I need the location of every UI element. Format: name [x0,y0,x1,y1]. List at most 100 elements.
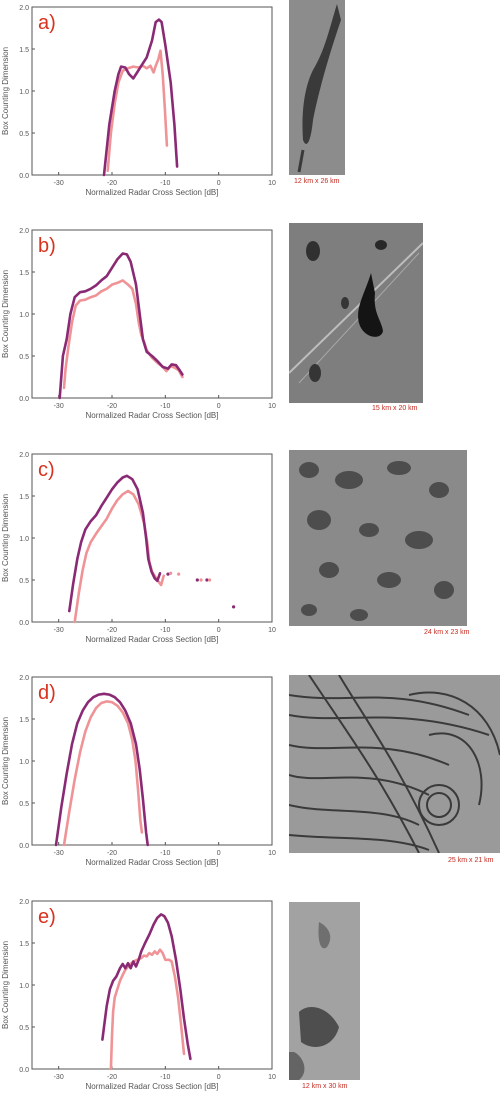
sar-image-c-graphic [289,450,467,626]
data-point [177,572,181,576]
y-tick-label: 0.5 [19,801,29,808]
chart-c: -30 -20 -10 0 10 0.0 0.5 1.0 1.5 2.0 Normalized Ra… [1,452,276,644]
panel-b: -30 -20 -10 0 10 0.0 0.5 1.0 1.5 2.0 Normalized Ra… [0,223,500,443]
y-tick-label: 2.0 [19,899,29,906]
chart-a: -30 -20 -10 0 10 0.0 0.5 1.0 1.5 2.0 Normalized Ra… [1,5,276,197]
y-axis-label: Box Counting Dimension [1,941,10,1029]
data-point [199,578,203,582]
y-tick-label: 0.5 [19,578,29,585]
y-tick-label: 1.0 [19,536,29,543]
series-line-dark [58,252,184,400]
image-caption-e: 12 km x 30 km [302,1083,348,1090]
plot-frame [31,453,273,623]
y-tick-label: 2.0 [19,452,29,459]
x-tick-label: 0 [217,627,221,634]
x-tick-label: -10 [160,850,170,857]
x-tick-label: 10 [268,180,276,187]
series-line-light [62,279,184,390]
y-tick-label: 1.0 [19,983,29,990]
y-axis-label: Box Counting Dimension [1,47,10,135]
y-tick-label: 0.5 [19,1025,29,1032]
x-axis-label: Normalized Radar Cross Section [dB] [86,635,219,644]
y-tick-label: 0.0 [19,396,29,403]
image-caption-b: 15 km x 20 km [372,405,418,412]
y-tick-label: 1.0 [19,759,29,766]
x-tick-label: -10 [160,403,170,410]
y-tick-label: 0.0 [19,173,29,180]
data-point [232,605,236,609]
chart-d: -30 -20 -10 0 10 0.0 0.5 1.0 1.5 2.0 Normalized Ra… [1,675,276,867]
data-point [195,578,199,582]
panel-a: -30 -20 -10 0 10 0.0 0.5 1.0 1.5 2.0 Normalized Ra… [0,0,500,220]
panel-label: a) [38,12,56,34]
x-tick-label: -20 [107,627,117,634]
panel-c: -30 -20 -10 0 10 0.0 0.5 1.0 1.5 2.0 Normalized Ra… [0,447,500,667]
series-line-dark [68,474,162,613]
plot-frame [31,229,273,399]
series-line-light [109,948,186,1071]
y-tick-label: 2.0 [19,5,29,12]
sar-image-a-graphic [289,0,345,175]
panel-label: d) [38,682,56,704]
data-point [169,571,173,575]
data-point [205,578,209,582]
y-tick-label: 2.0 [19,675,29,682]
y-tick-label: 0.5 [19,131,29,138]
x-tick-label: -30 [54,403,64,410]
sar-image-e [289,902,360,1080]
y-tick-label: 1.5 [19,47,29,54]
y-axis-label: Box Counting Dimension [1,494,10,582]
x-tick-label: -30 [54,180,64,187]
x-tick-label: -10 [160,180,170,187]
x-tick-label: 10 [268,627,276,634]
x-tick-label: -20 [107,180,117,187]
y-tick-label: 0.0 [19,843,29,850]
panel-label: c) [38,459,55,481]
panel-label: b) [38,235,56,257]
series-line-dark [101,913,192,1061]
sar-image-b [289,223,423,403]
image-caption-c: 24 km x 23 km [424,629,470,636]
y-tick-label: 1.0 [19,312,29,319]
data-point [208,578,212,582]
x-tick-label: -30 [54,1074,64,1081]
y-tick-label: 1.0 [19,89,29,96]
x-tick-label: -10 [160,627,170,634]
x-tick-label: 0 [217,403,221,410]
sar-image-d-graphic [289,675,500,853]
y-axis-label: Box Counting Dimension [1,717,10,805]
sar-image-b-graphic [289,223,423,403]
x-axis-label: Normalized Radar Cross Section [dB] [86,1082,219,1091]
x-tick-label: -30 [54,850,64,857]
x-axis-label: Normalized Radar Cross Section [dB] [86,411,219,420]
series-line-light [62,700,144,847]
x-tick-label: 0 [217,1074,221,1081]
x-axis-label: Normalized Radar Cross Section [dB] [86,858,219,867]
y-tick-label: 1.5 [19,494,29,501]
x-axis-label: Normalized Radar Cross Section [dB] [86,188,219,197]
x-tick-label: 10 [268,403,276,410]
series-line-dark [102,18,179,177]
y-tick-label: 1.5 [19,941,29,948]
series-line-dark [54,692,149,847]
chart-e: -30 -20 -10 0 10 0.0 0.5 1.0 1.5 2.0 Normalized Ra… [1,899,276,1091]
y-tick-label: 0.0 [19,1067,29,1074]
x-tick-label: 10 [268,1074,276,1081]
panel-d: -30 -20 -10 0 10 0.0 0.5 1.0 1.5 2.0 Normalized Ra… [0,670,500,890]
y-tick-label: 1.5 [19,717,29,724]
data-point [166,572,170,576]
x-tick-label: 0 [217,850,221,857]
x-tick-label: 0 [217,180,221,187]
x-tick-label: 10 [268,850,276,857]
sar-image-d [289,675,500,853]
image-caption-a: 12 km x 26 km [294,178,340,185]
y-tick-label: 0.5 [19,354,29,361]
panel-label: e) [38,906,56,928]
panel-e: -30 -20 -10 0 10 0.0 0.5 1.0 1.5 2.0 Normalized Ra… [0,894,500,1114]
chart-b: -30 -20 -10 0 10 0.0 0.5 1.0 1.5 2.0 Normalized Ra… [1,228,276,420]
x-tick-label: -30 [54,627,64,634]
x-tick-label: -20 [107,850,117,857]
y-tick-label: 0.0 [19,620,29,627]
sar-image-a [289,0,345,175]
series-line-light [106,49,169,173]
